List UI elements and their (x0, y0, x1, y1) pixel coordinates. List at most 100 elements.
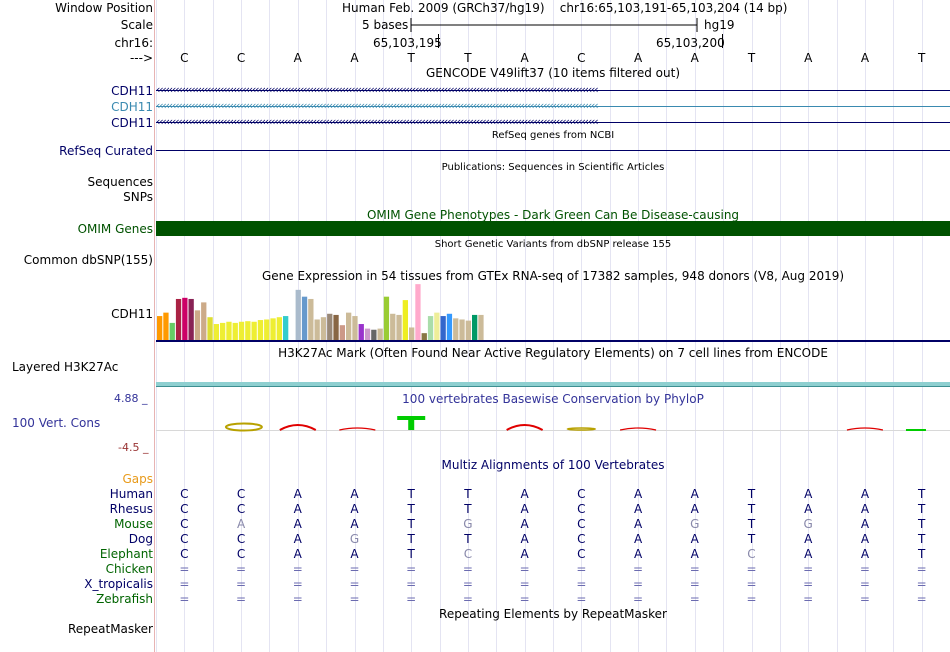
species-label[interactable]: Rhesus (109, 502, 153, 516)
h3k27ac-track-title[interactable]: H3K27Ac Mark (Often Found Near Active Re… (278, 346, 828, 360)
gtex-tissue-bar[interactable] (346, 312, 352, 340)
gtex-tissue-bar[interactable] (232, 322, 238, 340)
gtex-tissue-bar[interactable] (327, 313, 333, 340)
gtex-tissue-bar[interactable] (415, 284, 421, 340)
gtex-tissue-bar[interactable] (283, 316, 289, 340)
gtex-tissue-bar[interactable] (264, 319, 270, 340)
gtex-tissue-bar[interactable] (257, 320, 264, 340)
gtex-tissue-bar[interactable] (194, 310, 201, 340)
omim-track-title[interactable]: OMIM Gene Phenotypes - Dark Green Can Be… (366, 208, 740, 222)
gtex-tissue-bar[interactable] (220, 322, 226, 340)
gaps-label[interactable]: Gaps (122, 472, 153, 486)
gtex-tissue-bar[interactable] (270, 318, 276, 340)
h3k27ac-label[interactable]: Layered H3K27Ac (12, 360, 119, 374)
refseq-gene-line[interactable] (156, 150, 950, 151)
gencode-transcript-strand[interactable]: ‹‹‹‹‹‹‹‹‹‹‹‹‹‹‹‹‹‹‹‹‹‹‹‹‹‹‹‹‹‹‹‹‹‹‹‹‹‹‹‹… (156, 99, 599, 112)
repeatmasker-label[interactable]: RepeatMasker (67, 622, 153, 636)
h3k27ac-signal-band[interactable] (156, 382, 950, 387)
species-label[interactable]: Dog (128, 532, 153, 546)
gtex-tissue-bar[interactable] (213, 324, 219, 340)
gtex-tissue-bar[interactable] (333, 314, 339, 340)
gencode-transcript-strand[interactable]: ‹‹‹‹‹‹‹‹‹‹‹‹‹‹‹‹‹‹‹‹‹‹‹‹‹‹‹‹‹‹‹‹‹‹‹‹‹‹‹‹… (156, 83, 599, 96)
phylop-base-mark[interactable] (905, 429, 926, 431)
gtex-tissue-bar[interactable] (371, 329, 377, 340)
gtex-tissue-bar[interactable] (226, 321, 232, 340)
phylop-logo[interactable] (156, 406, 950, 446)
sequences-label[interactable]: Sequences (87, 175, 153, 189)
gtex-tissue-bar[interactable] (163, 312, 169, 340)
gtex-tissue-bar[interactable] (182, 297, 188, 340)
gtex-gene-label[interactable]: CDH11 (111, 307, 153, 321)
gtex-tissue-bar[interactable] (339, 325, 345, 340)
gtex-tissue-bar[interactable] (245, 321, 251, 340)
multiz-track-title[interactable]: Multiz Alignments of 100 Vertebrates (441, 458, 665, 472)
gtex-tissue-bar[interactable] (390, 313, 396, 340)
phylop-base-mark[interactable] (619, 427, 657, 431)
phylop-base-mark[interactable] (339, 427, 376, 431)
gtex-tissue-bar[interactable] (358, 324, 364, 340)
gtex-tissue-bar[interactable] (396, 314, 402, 340)
gtex-tissue-bar[interactable] (352, 316, 358, 340)
phylop-base-mark[interactable] (566, 427, 597, 431)
phylop-base-mark[interactable] (397, 416, 426, 430)
gencode-transcript-line[interactable] (156, 106, 950, 107)
species-label[interactable]: X_tropicalis (84, 577, 153, 591)
phylop-base-mark[interactable] (224, 422, 263, 432)
gtex-tissue-bar[interactable] (478, 314, 484, 340)
gtex-tissue-bar[interactable] (320, 317, 327, 340)
gtex-tissue-bar[interactable] (377, 328, 383, 340)
gtex-tissue-bar[interactable] (207, 317, 213, 340)
gencode-transcript-line[interactable] (156, 122, 950, 123)
gtex-tissue-bar[interactable] (409, 327, 415, 340)
gtex-tissue-bar[interactable] (383, 296, 390, 340)
dbsnp-label[interactable]: Common dbSNP(155) (23, 253, 153, 267)
repeatmasker-track-title[interactable]: Repeating Elements by RepeatMasker (439, 607, 667, 621)
omim-genes-label[interactable]: OMIM Genes (77, 222, 153, 236)
gtex-tissue-bar[interactable] (157, 316, 163, 340)
omim-phenotype-bar[interactable] (156, 221, 950, 236)
dbsnp-track-title[interactable]: Short Genetic Variants from dbSNP releas… (434, 239, 672, 250)
gtex-tissue-bar[interactable] (427, 316, 434, 340)
species-label[interactable]: Zebrafish (96, 592, 153, 606)
gencode-transcript-strand[interactable]: ‹‹‹‹‹‹‹‹‹‹‹‹‹‹‹‹‹‹‹‹‹‹‹‹‹‹‹‹‹‹‹‹‹‹‹‹‹‹‹‹… (156, 115, 599, 128)
gtex-tissue-bar[interactable] (459, 319, 465, 340)
gtex-tissue-bar[interactable] (238, 321, 245, 340)
gtex-tissue-bar[interactable] (472, 314, 478, 340)
snps-label[interactable]: SNPs (123, 190, 153, 204)
phylop-base-mark[interactable] (846, 427, 884, 431)
gtex-tissue-bar[interactable] (276, 317, 282, 340)
gtex-tissue-bar[interactable] (421, 333, 427, 340)
gtex-track-title[interactable]: Gene Expression in 54 tissues from GTEx … (261, 269, 845, 283)
gtex-tissue-bar[interactable] (440, 316, 446, 340)
species-label[interactable]: Chicken (105, 562, 153, 576)
gtex-tissue-bar[interactable] (175, 298, 182, 340)
gtex-tissue-bar[interactable] (446, 313, 453, 340)
gtex-tissue-bar[interactable] (295, 289, 301, 340)
gtex-tissue-bar[interactable] (314, 319, 320, 340)
gtex-tissue-bar[interactable] (364, 328, 371, 340)
gtex-tissue-bar[interactable] (402, 300, 408, 340)
gtex-tissue-bar[interactable] (201, 302, 207, 340)
refseq-curated-label[interactable]: RefSeq Curated (59, 144, 153, 158)
gtex-tissue-bar[interactable] (465, 320, 471, 340)
gtex-tissue-bar[interactable] (188, 298, 194, 340)
phylop-base-mark[interactable] (279, 424, 317, 431)
gencode-transcript-label[interactable]: CDH11 (111, 100, 153, 114)
species-label[interactable]: Elephant (99, 547, 153, 561)
species-label[interactable]: Mouse (114, 517, 153, 531)
gencode-transcript-label[interactable]: CDH11 (111, 116, 153, 130)
gtex-tissue-bar[interactable] (301, 296, 308, 340)
refseq-track-title[interactable]: RefSeq genes from NCBI (491, 130, 615, 141)
gencode-transcript-line[interactable] (156, 90, 950, 91)
gtex-tissue-bar[interactable] (251, 321, 257, 340)
gtex-tissue-bar[interactable] (434, 312, 440, 340)
gtex-tissue-bar[interactable] (169, 322, 175, 340)
species-label[interactable]: Human (109, 487, 153, 501)
phylop-base-mark[interactable] (506, 424, 544, 431)
gtex-tissue-bar[interactable] (453, 318, 459, 340)
gencode-track-title[interactable]: GENCODE V49lift37 (10 items filtered out… (425, 66, 680, 80)
gtex-expression-chart[interactable] (156, 283, 950, 343)
gencode-transcript-label[interactable]: CDH11 (111, 84, 153, 98)
phylop-track-title[interactable]: 100 vertebrates Basewise Conservation by… (402, 392, 704, 406)
phylop-label[interactable]: 100 Vert. Cons (12, 416, 101, 430)
